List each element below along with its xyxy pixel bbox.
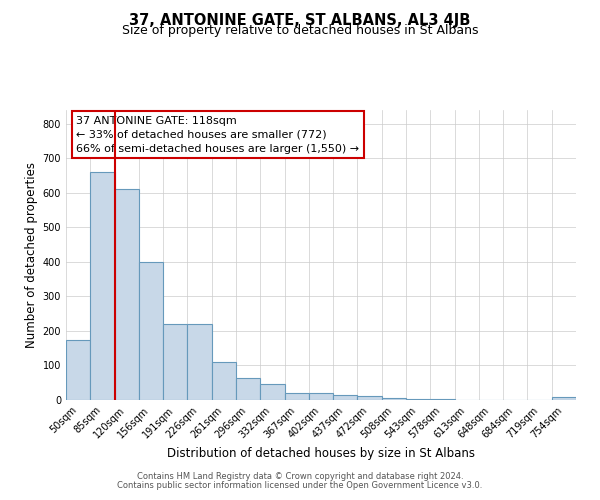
Bar (309, 393, 333, 400)
Text: Contains public sector information licensed under the Open Government Licence v3: Contains public sector information licen… (118, 481, 482, 490)
Text: Contains HM Land Registry data © Crown copyright and database right 2024.: Contains HM Land Registry data © Crown c… (137, 472, 463, 481)
Bar (406, 399, 430, 400)
X-axis label: Distribution of detached houses by size in St Albans: Distribution of detached houses by size … (167, 446, 475, 460)
Text: Size of property relative to detached houses in St Albans: Size of property relative to detached ho… (122, 24, 478, 37)
Bar (66, 340, 90, 400)
Bar (284, 393, 309, 400)
Bar (333, 395, 358, 400)
Bar (358, 396, 382, 400)
Bar (382, 398, 406, 400)
Bar (187, 324, 212, 400)
Bar (115, 190, 139, 400)
Bar (236, 378, 260, 400)
Y-axis label: Number of detached properties: Number of detached properties (25, 162, 38, 348)
Bar (139, 262, 163, 400)
Bar (552, 397, 576, 400)
Bar (90, 172, 115, 400)
Text: 37, ANTONINE GATE, ST ALBANS, AL3 4JB: 37, ANTONINE GATE, ST ALBANS, AL3 4JB (130, 12, 470, 28)
Bar (163, 324, 187, 400)
Bar (212, 362, 236, 400)
Bar (260, 384, 284, 400)
Text: 37 ANTONINE GATE: 118sqm
← 33% of detached houses are smaller (772)
66% of semi-: 37 ANTONINE GATE: 118sqm ← 33% of detach… (76, 116, 359, 154)
